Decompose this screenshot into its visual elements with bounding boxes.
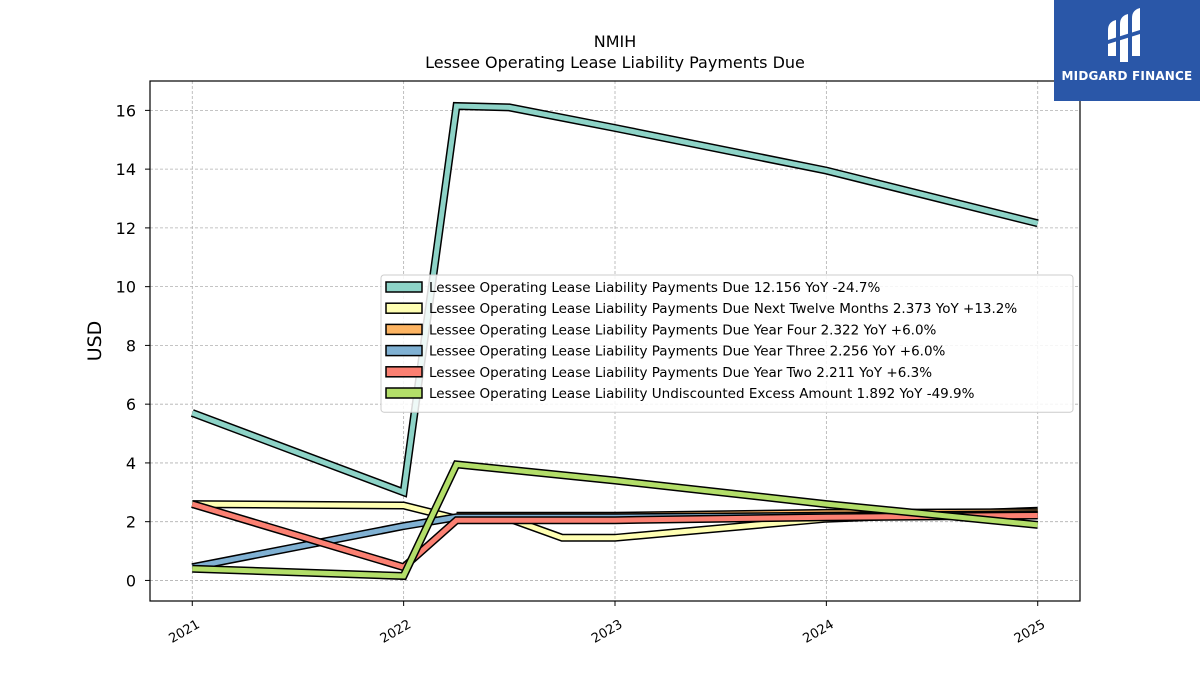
legend-entry: Lessee Operating Lease Liability Payment… bbox=[429, 301, 1017, 317]
series-line bbox=[192, 461, 1038, 579]
series-line bbox=[191, 103, 1039, 496]
legend-swatch bbox=[385, 281, 423, 293]
x-tick-label: 2022 bbox=[378, 617, 414, 647]
series-0 bbox=[190, 101, 1039, 498]
series-4 bbox=[191, 500, 1038, 572]
series-5 bbox=[192, 460, 1039, 581]
x-tick-label: 2024 bbox=[801, 617, 837, 647]
series-line bbox=[191, 501, 1038, 570]
y-tick-label: 12 bbox=[116, 219, 136, 238]
chart-title: NMIH bbox=[594, 32, 637, 51]
legend-swatch bbox=[385, 323, 423, 336]
x-tick-label: 2021 bbox=[166, 617, 202, 647]
legend-swatch bbox=[385, 387, 423, 399]
y-tick-label: 8 bbox=[126, 336, 136, 355]
legend-entry: Lessee Operating Lease Liability Payment… bbox=[429, 322, 937, 338]
x-tick-label: 2023 bbox=[589, 617, 625, 647]
series-line bbox=[192, 501, 1038, 541]
legend-swatch bbox=[385, 366, 423, 378]
legend: Lessee Operating Lease Liability Payment… bbox=[380, 274, 1074, 413]
legend-swatch bbox=[385, 302, 423, 314]
y-tick-label: 10 bbox=[116, 278, 136, 297]
legend-entry: Lessee Operating Lease Liability Payment… bbox=[429, 365, 932, 381]
y-tick-label: 6 bbox=[126, 395, 136, 414]
y-tick-label: 14 bbox=[116, 160, 136, 179]
legend-entry: Lessee Operating Lease Liability Payment… bbox=[429, 344, 946, 360]
midgard-finance-logo: MIDGARD FINANCE bbox=[1054, 0, 1200, 101]
x-axis: 2021 2022 2023 2024 2025 bbox=[166, 601, 1048, 647]
logo-mark-icon bbox=[1108, 8, 1140, 62]
y-tick-label: 0 bbox=[126, 571, 136, 590]
logo-text: MIDGARD FINANCE bbox=[1061, 69, 1193, 83]
y-axis-label: USD bbox=[84, 321, 106, 362]
y-tick-label: 16 bbox=[116, 101, 136, 120]
y-axis: 0 2 4 6 8 10 12 14 16 bbox=[116, 101, 150, 590]
legend-entry: Lessee Operating Lease Liability Payment… bbox=[429, 280, 880, 296]
legend-box bbox=[380, 274, 1074, 413]
series-group bbox=[190, 101, 1039, 581]
x-tick-label: 2025 bbox=[1012, 617, 1048, 647]
chart-subtitle: Lessee Operating Lease Liability Payment… bbox=[425, 53, 805, 72]
legend-swatch bbox=[385, 344, 423, 357]
plot-frame bbox=[149, 80, 1081, 602]
y-tick-label: 2 bbox=[126, 513, 136, 532]
y-tick-label: 4 bbox=[126, 454, 136, 473]
legend-entry: Lessee Operating Lease Liability Undisco… bbox=[429, 386, 975, 402]
series-1 bbox=[192, 500, 1038, 542]
